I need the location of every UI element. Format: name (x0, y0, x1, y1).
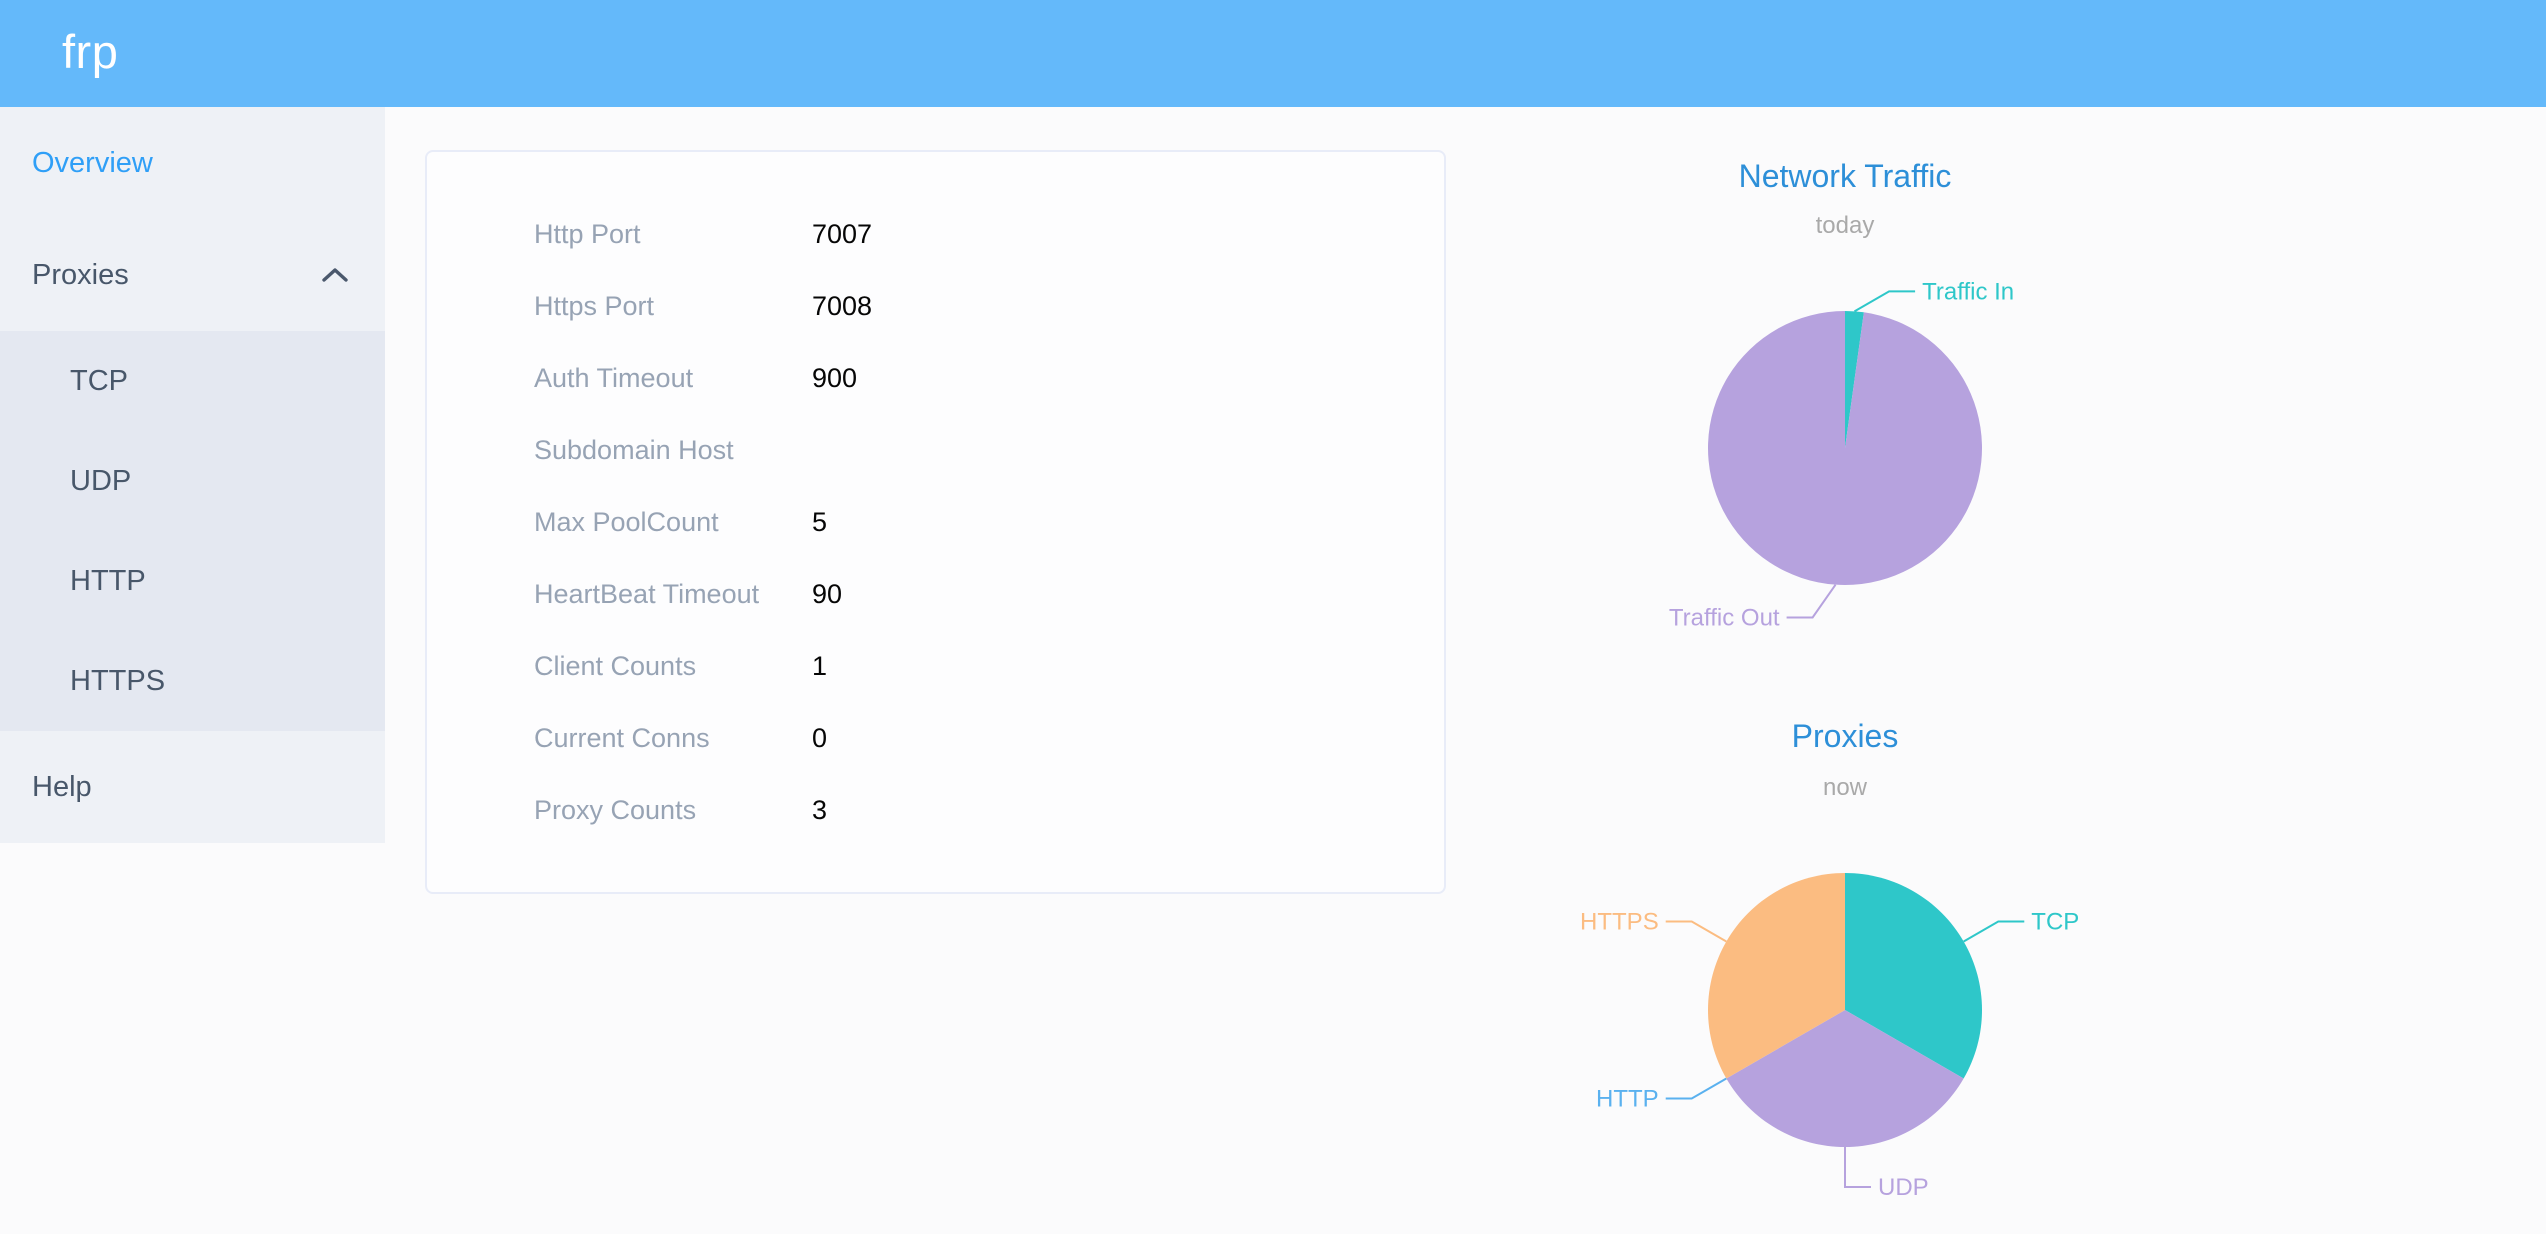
config-value: 1 (812, 650, 828, 681)
config-label: Client Counts (534, 650, 697, 681)
config-row: Max PoolCount 5 (534, 486, 1444, 558)
network-traffic-chart: Network Traffic today Traffic In Traffic … (1545, 140, 2145, 700)
proxies-chart: Proxies now TCP UDP HTTP HTTPS (1545, 700, 2145, 1234)
config-row: Http Port 7007 (534, 198, 1444, 270)
config-row: HeartBeat Timeout 90 (534, 558, 1444, 630)
pie-slice-traffic-out[interactable] (1707, 311, 1982, 585)
config-label: Http Port (534, 218, 641, 249)
chart-title: Proxies (1791, 718, 1899, 754)
pie-slice-label-traffic-in: Traffic In (1922, 278, 2014, 305)
pie-leader-traffic-in (1853, 290, 1916, 313)
sidebar-item-help-label: Help (32, 771, 92, 803)
config-value: 3 (812, 794, 828, 825)
chart-subtitle: today (1815, 212, 1875, 239)
sidebar-item-proxies-label: Proxies (32, 259, 129, 291)
config-row: Subdomain Host (534, 414, 1444, 486)
pie-leader-traffic-out (1786, 584, 1837, 619)
config-label: Max PoolCount (534, 506, 719, 537)
chart-subtitle: now (1822, 774, 1868, 801)
chevron-up-icon[interactable] (321, 267, 349, 283)
config-label: HeartBeat Timeout (534, 578, 760, 609)
sidebar-item-overview-label: Overview (32, 147, 153, 179)
sidebar-item-proxies[interactable]: Proxies (0, 219, 385, 331)
config-label: Current Conns (534, 722, 710, 753)
pie-slice-traffic-in[interactable] (1845, 311, 1864, 448)
config-label: Subdomain Host (534, 434, 734, 465)
frp-logo: frp (62, 25, 119, 78)
pie-slice-label-udp: UDP (1878, 1174, 1929, 1201)
config-value: 900 (812, 362, 858, 393)
sidebar-item-overview[interactable]: Overview (0, 107, 385, 219)
config-label: Proxy Counts (534, 794, 697, 825)
pie-slice-label-http: HTTP (1596, 1086, 1659, 1113)
pie-slice-https[interactable] (1708, 873, 1845, 1079)
config-row: Client Counts 1 (534, 630, 1444, 702)
sidebar-item-help[interactable]: Help (0, 731, 385, 843)
proxies-pie: TCP UDP HTTP HTTPS (1580, 873, 2079, 1201)
sidebar: Overview Proxies TCP UDP HTTP HTTPS Help (0, 107, 385, 843)
config-row: Proxy Counts 3 (534, 774, 1444, 846)
config-value: 7007 (812, 218, 873, 249)
config-row: Https Port 7008 (534, 270, 1444, 342)
proxies-submenu: TCP UDP HTTP HTTPS (0, 331, 385, 731)
network-traffic-pie: Traffic In Traffic Out (1669, 278, 2014, 631)
pie-leader-udp (1844, 1147, 1871, 1188)
sidebar-item-udp[interactable]: UDP (70, 465, 132, 497)
pie-slice-label-https: HTTPS (1580, 909, 1659, 936)
sidebar-item-tcp[interactable]: TCP (70, 365, 128, 397)
sidebar-item-https[interactable]: HTTPS (70, 665, 166, 697)
pie-slice-udp[interactable] (1726, 1010, 1964, 1147)
config-label: Auth Timeout (534, 362, 694, 393)
pie-leader-http (1665, 1077, 1727, 1100)
config-label: Https Port (534, 290, 655, 321)
config-value: 0 (812, 722, 828, 753)
config-row: Current Conns 0 (534, 702, 1444, 774)
server-config-card: Http Port 7007 Https Port 7008 Auth Time… (425, 150, 1446, 894)
config-value: 90 (812, 578, 843, 609)
pie-slice-tcp[interactable] (1845, 873, 1982, 1079)
config-row: Auth Timeout 900 (534, 342, 1444, 414)
pie-leader-tcp (1963, 920, 2025, 943)
chart-title: Network Traffic (1738, 158, 1952, 194)
app-header: frp (0, 0, 2546, 107)
pie-slice-label-traffic-out: Traffic Out (1669, 604, 1780, 631)
pie-leader-https (1665, 920, 1727, 943)
config-value: 7008 (812, 290, 873, 321)
sidebar-item-http[interactable]: HTTP (70, 565, 146, 597)
config-value: 5 (812, 506, 828, 537)
pie-slice-label-tcp: TCP (2031, 909, 2079, 936)
